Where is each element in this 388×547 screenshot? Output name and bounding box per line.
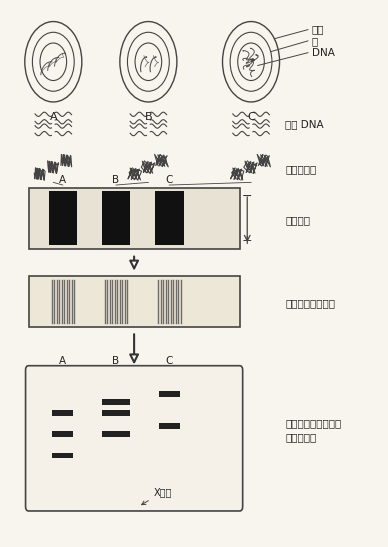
Text: +: + <box>242 234 253 247</box>
Text: C: C <box>166 356 173 366</box>
Bar <box>52 431 73 437</box>
Text: 变性后转移至膜上: 变性后转移至膜上 <box>285 298 335 308</box>
Text: A: A <box>59 174 66 184</box>
Bar <box>52 410 73 416</box>
Text: B: B <box>145 112 152 121</box>
Bar <box>52 452 73 458</box>
Bar <box>102 399 130 405</box>
Text: 内切酶消化: 内切酶消化 <box>285 164 317 174</box>
Text: X线片: X线片 <box>142 487 172 505</box>
Text: 与放射标记探针杂交: 与放射标记探针杂交 <box>285 418 341 429</box>
Text: B: B <box>113 174 120 184</box>
Bar <box>48 191 77 245</box>
Bar <box>155 191 184 245</box>
Text: A: A <box>59 356 66 366</box>
Text: B: B <box>113 356 120 366</box>
Bar <box>29 276 240 327</box>
Text: 核: 核 <box>312 36 318 46</box>
Text: C: C <box>166 174 173 184</box>
Text: A: A <box>50 112 57 121</box>
Bar <box>29 188 240 249</box>
Text: 放射自显影: 放射自显影 <box>285 432 317 442</box>
Text: DNA: DNA <box>312 48 335 57</box>
Text: −: − <box>242 190 253 203</box>
Bar <box>159 423 180 429</box>
FancyBboxPatch shape <box>26 366 242 511</box>
Bar <box>102 191 130 245</box>
Text: 提取 DNA: 提取 DNA <box>285 119 324 129</box>
Text: C: C <box>247 112 255 121</box>
Bar <box>102 431 130 437</box>
Bar <box>102 410 130 416</box>
Bar <box>159 391 180 397</box>
Text: 凝胶电泳: 凝胶电泳 <box>285 215 310 225</box>
Text: 细胞: 细胞 <box>312 25 324 34</box>
